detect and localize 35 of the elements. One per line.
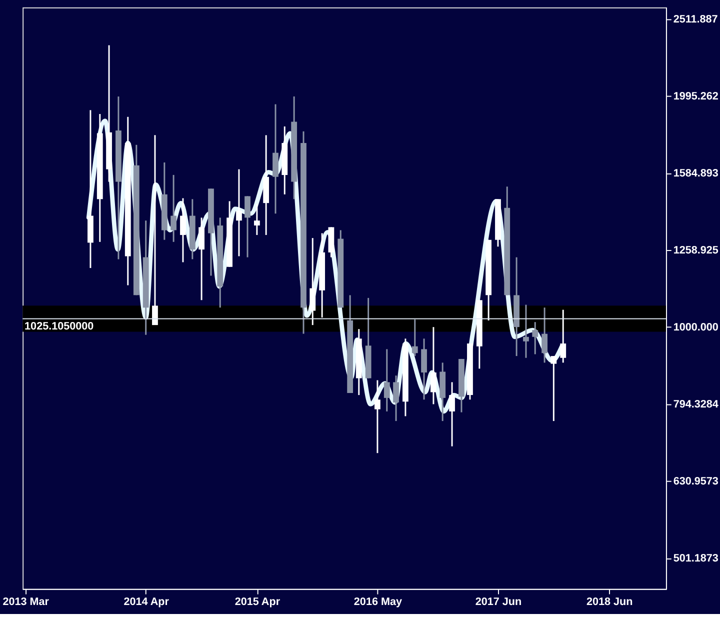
candlestick: [393, 374, 399, 422]
ref-line-label: 1025.1050000: [24, 320, 94, 333]
x-tick-label: 2017 Jun: [475, 596, 522, 608]
candlestick: [550, 355, 557, 422]
candlestick: [430, 326, 436, 405]
y-tick-label: 1995.262: [673, 90, 718, 102]
candlestick: [421, 338, 427, 400]
y-tick-label: 501.1873: [673, 552, 718, 564]
x-tick-label: 2014 Apr: [124, 596, 170, 608]
y-tick-label: 794.3284: [673, 398, 718, 410]
candlestick: [384, 348, 390, 412]
candlestick: [244, 195, 250, 258]
y-tick-label: 2511.887: [673, 14, 718, 26]
candlestick: [412, 318, 418, 357]
candlestick: [523, 304, 529, 359]
candlestick: [236, 168, 242, 257]
y-tick-label: 630.9573: [673, 475, 718, 488]
candlestick: [374, 379, 380, 454]
candlestick: [532, 321, 538, 355]
candlestick: [180, 197, 186, 263]
candlestick: [310, 237, 316, 326]
y-tick-label: 1258.925: [673, 244, 718, 256]
y-tick-label: 1000.000: [673, 321, 718, 334]
candlestick: [254, 203, 260, 236]
candlestick: [542, 306, 548, 364]
x-tick-label: 2013 Mar: [2, 596, 50, 608]
x-tick-label: 2015 Apr: [234, 596, 281, 608]
candlestick: [560, 309, 566, 364]
candlestick: [198, 216, 204, 301]
x-tick-label: 2018 Jun: [586, 596, 633, 608]
x-tick-label: 2016 May: [354, 596, 402, 608]
candlestick: [449, 381, 455, 448]
y-tick-label: 1584.893: [673, 168, 718, 180]
candlestick: [152, 134, 158, 326]
candlestick: [170, 174, 176, 243]
